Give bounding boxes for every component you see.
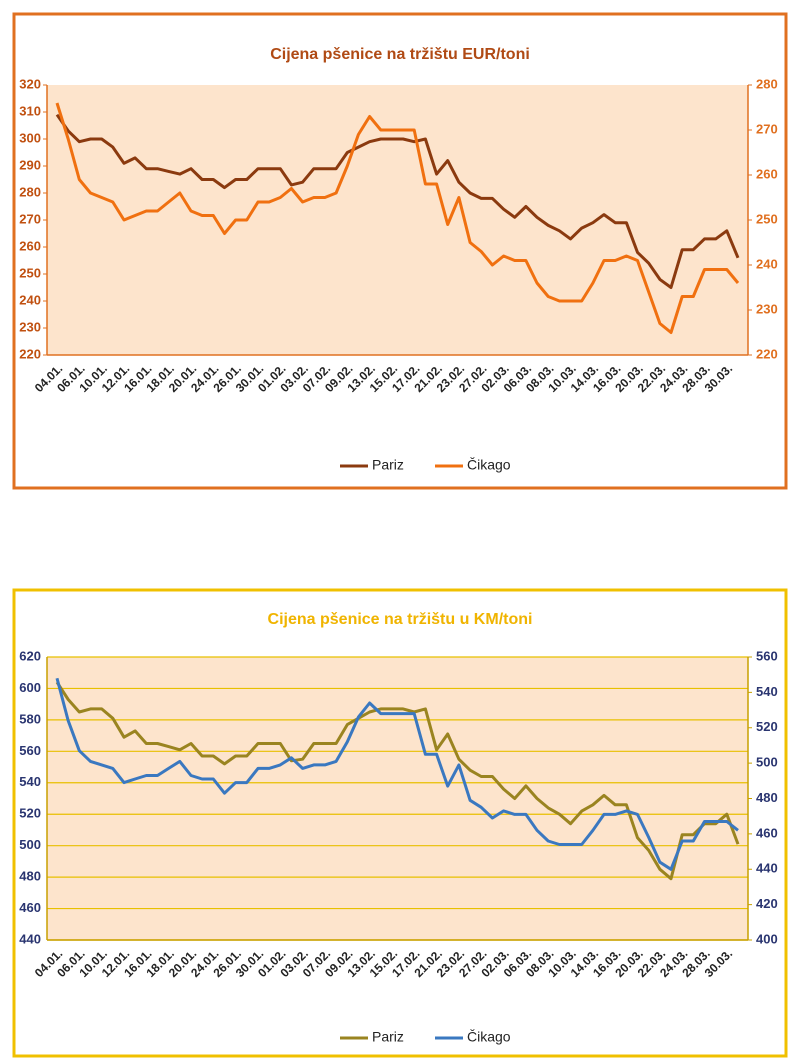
y-tick-label: 220	[19, 346, 41, 361]
y2-tick-label: 420	[756, 896, 778, 911]
y-tick-label: 290	[19, 157, 41, 172]
y-tick-label: 620	[19, 648, 41, 663]
y2-tick-label: 460	[756, 825, 778, 840]
series-line	[55, 102, 740, 334]
y-tick-label: 560	[19, 743, 41, 758]
y2-tick-label: 270	[756, 121, 778, 136]
y2-tick-label: 480	[756, 790, 778, 805]
y-tick-label: 600	[19, 680, 41, 695]
y2-tick-label: 440	[756, 861, 778, 876]
chart-title: Cijena pšenice na tržištu EUR/toni	[270, 46, 530, 63]
y2-tick-label: 500	[756, 755, 778, 770]
chart-title: Cijena pšenice na tržištu u KM/toni	[268, 611, 533, 628]
y2-tick-label: 230	[756, 301, 778, 316]
y-tick-label: 320	[19, 76, 41, 91]
y-tick-label: 300	[19, 130, 41, 145]
legend-label: Čikago	[467, 1029, 511, 1045]
y-tick-label: 260	[19, 238, 41, 253]
series-line	[55, 677, 739, 871]
y-tick-label: 480	[19, 869, 41, 884]
y-tick-label: 250	[19, 265, 41, 280]
y-tick-label: 270	[19, 211, 41, 226]
legend-label: Pariz	[372, 1029, 404, 1045]
legend-label: Pariz	[372, 457, 404, 473]
y-tick-label: 460	[19, 900, 41, 915]
y-tick-label: 310	[19, 103, 41, 118]
y2-tick-label: 240	[756, 256, 778, 271]
y2-tick-label: 260	[756, 166, 778, 181]
plot-area	[47, 85, 748, 355]
y-tick-label: 520	[19, 806, 41, 821]
y2-tick-label: 540	[756, 684, 778, 699]
y2-tick-label: 250	[756, 211, 778, 226]
series-line	[55, 681, 740, 881]
legend-label: Čikago	[467, 457, 511, 473]
y-tick-label: 540	[19, 774, 41, 789]
y2-tick-label: 520	[756, 719, 778, 734]
y-tick-label: 230	[19, 319, 41, 334]
y2-tick-label: 220	[756, 346, 778, 361]
plot-area	[47, 657, 748, 940]
y2-tick-label: 560	[756, 648, 778, 663]
y2-tick-label: 400	[756, 931, 778, 946]
y-tick-label: 440	[19, 931, 41, 946]
series-line	[55, 113, 740, 289]
y-tick-label: 500	[19, 837, 41, 852]
y2-tick-label: 280	[756, 76, 778, 91]
y-tick-label: 240	[19, 292, 41, 307]
y-tick-label: 580	[19, 711, 41, 726]
y-tick-label: 280	[19, 184, 41, 199]
